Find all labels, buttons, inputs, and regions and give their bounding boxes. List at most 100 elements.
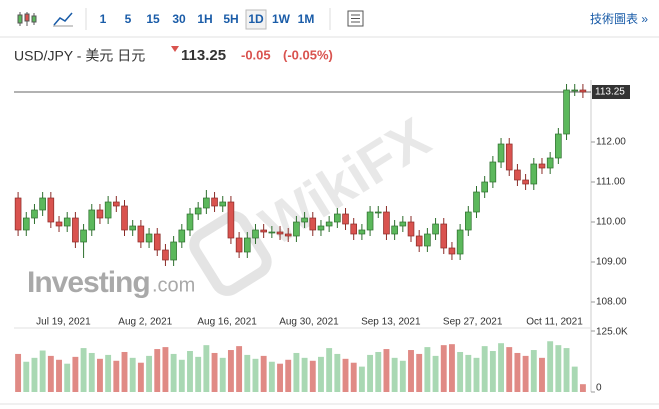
volume-bar xyxy=(260,355,267,392)
candle-body xyxy=(317,225,325,231)
settings-icon[interactable] xyxy=(347,10,364,27)
volume-bar xyxy=(64,363,71,392)
candle-body xyxy=(235,237,243,253)
y-tick-label: 109.00 xyxy=(596,257,627,268)
candle-body xyxy=(538,163,546,169)
candle-body xyxy=(39,197,46,211)
candle-body xyxy=(227,201,235,239)
candle-body xyxy=(113,201,120,207)
wikifx-watermark: WikiFX xyxy=(189,105,440,296)
volume-bar xyxy=(383,349,390,392)
candle-body xyxy=(342,213,349,225)
interval-button[interactable]: 1W xyxy=(272,12,291,26)
candle-body xyxy=(72,217,79,243)
volume-bar xyxy=(318,356,324,392)
volume-bar xyxy=(440,345,447,392)
volume-bar xyxy=(56,359,62,392)
volume-bar xyxy=(23,361,30,392)
interval-button[interactable]: 1 xyxy=(100,12,107,26)
volume-bar xyxy=(473,357,480,392)
volume-tick-label: 125.0K xyxy=(596,327,628,338)
volume-bar xyxy=(457,351,464,392)
volume-bar xyxy=(309,360,316,392)
candle-body xyxy=(415,235,423,247)
instrument-title: USD/JPY - 美元 日元 xyxy=(14,48,145,64)
x-tick-label: Aug 30, 2021 xyxy=(279,317,339,328)
volume-bar xyxy=(137,362,144,392)
candle-body xyxy=(260,229,267,233)
y-tick-label: 112.00 xyxy=(596,137,626,148)
volume-bar xyxy=(244,354,251,392)
volume-bar xyxy=(334,353,341,392)
volume-bar xyxy=(178,359,185,392)
volume-bar xyxy=(277,363,283,392)
candle-body xyxy=(546,157,554,169)
candle-body xyxy=(203,197,210,209)
candle-body xyxy=(505,143,513,171)
candle-body xyxy=(481,181,488,193)
candle-body xyxy=(555,133,562,159)
candle-body xyxy=(55,221,63,227)
investing-watermark-suffix: .com xyxy=(152,274,195,296)
volume-bar xyxy=(399,360,406,392)
volume-bar xyxy=(416,353,423,392)
interval-button[interactable]: 5 xyxy=(125,12,132,26)
candle-body xyxy=(325,221,333,227)
volume-bar xyxy=(187,351,193,392)
candle-body xyxy=(465,211,472,231)
interval-button[interactable]: 15 xyxy=(146,12,160,26)
volume-bar xyxy=(219,357,226,392)
candle-body xyxy=(366,211,374,231)
volume-bar xyxy=(252,358,259,392)
candle-body xyxy=(309,217,317,231)
x-tick-label: Aug 16, 2021 xyxy=(197,317,257,328)
candle-body xyxy=(571,89,579,92)
volume-bar xyxy=(39,350,46,392)
volume-bar xyxy=(170,353,177,392)
candle-icon[interactable] xyxy=(17,12,37,26)
volume-bar xyxy=(367,354,374,392)
down-arrow xyxy=(171,46,179,52)
interval-button[interactable]: 1D xyxy=(248,12,264,26)
x-tick-label: Sep 27, 2021 xyxy=(443,317,503,328)
candle-body xyxy=(47,197,55,223)
interval-button[interactable]: 30 xyxy=(172,12,186,26)
candle-body xyxy=(137,225,145,243)
candle-body xyxy=(407,221,415,237)
volume-bar xyxy=(72,356,79,392)
candle-body xyxy=(293,221,300,237)
volume-bar xyxy=(530,350,537,392)
volume-bar xyxy=(489,351,496,392)
volume-bar xyxy=(227,350,234,392)
candle-body xyxy=(579,89,587,93)
interval-button[interactable]: 5H xyxy=(223,12,238,26)
candle-body xyxy=(219,201,227,207)
y-tick-label: 110.00 xyxy=(596,217,626,228)
interval-button[interactable]: 1H xyxy=(197,12,212,26)
price-change: -0.05 xyxy=(241,47,271,62)
candle-body xyxy=(284,233,292,237)
interval-button[interactable]: 1M xyxy=(298,12,315,26)
volume-tick-label: 0 xyxy=(596,383,602,394)
volume-bar xyxy=(105,354,112,392)
candle-body xyxy=(178,229,186,243)
y-tick-label: 108.00 xyxy=(596,297,627,308)
candle-body xyxy=(31,209,38,219)
last-price: 113.25 xyxy=(181,47,226,64)
volume-bar xyxy=(203,345,210,392)
volume-bar xyxy=(113,360,120,392)
candle-body xyxy=(334,213,341,223)
line-icon[interactable] xyxy=(53,12,73,27)
volume-bar xyxy=(391,357,398,392)
candle-body xyxy=(489,161,497,183)
technical-chart-link[interactable]: 技術圖表 » xyxy=(590,12,648,26)
candle-body xyxy=(350,223,358,235)
volume-bar xyxy=(424,347,431,392)
candle-body xyxy=(301,217,308,223)
candle-body xyxy=(80,229,87,243)
volume-bar xyxy=(555,345,562,392)
candle-body xyxy=(358,229,366,235)
candle-body xyxy=(170,241,177,261)
